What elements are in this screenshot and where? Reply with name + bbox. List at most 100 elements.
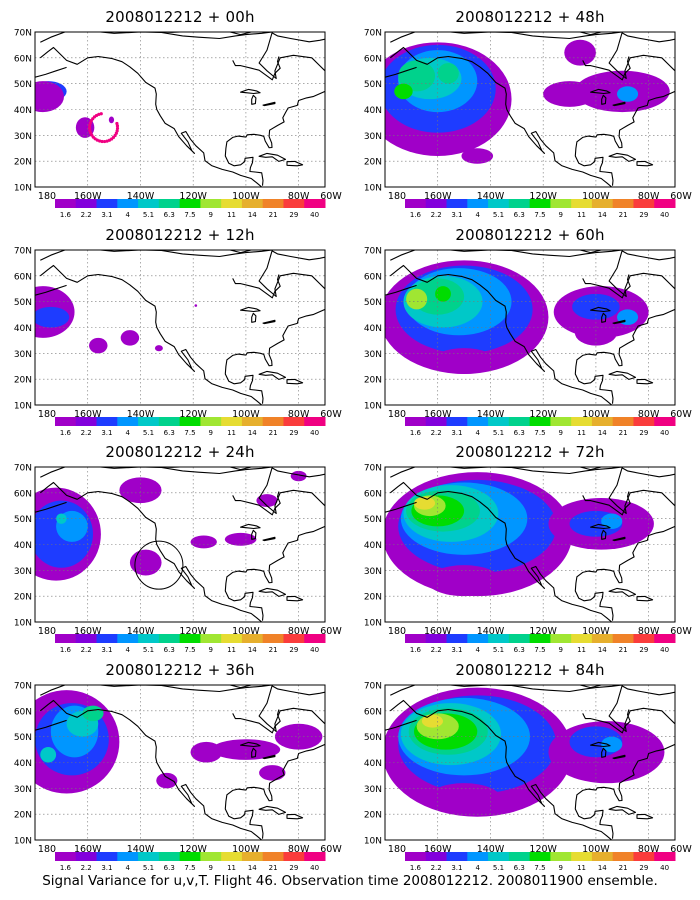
lon-label: 180	[38, 409, 56, 420]
colorbar-swatch	[221, 634, 243, 643]
colorbar-swatch	[55, 634, 77, 643]
colorbar-swatch	[425, 634, 448, 643]
coastline	[39, 699, 263, 840]
lat-label: 10N	[14, 619, 32, 629]
colorbar-label: 14	[598, 211, 607, 219]
lat-label: 30N	[364, 785, 382, 795]
colorbar-swatch	[158, 634, 181, 643]
map-border	[34, 684, 326, 841]
map-border	[34, 31, 326, 188]
coastline	[601, 747, 607, 758]
gridlines	[35, 467, 325, 622]
colorbar-swatch	[550, 417, 572, 426]
panel-title: 2008012212 + 00h	[105, 8, 255, 26]
lat-label: 40N	[364, 759, 382, 769]
colorbar-swatch	[283, 199, 305, 208]
colorbar-label: 40	[310, 864, 319, 872]
colorbar-swatch	[571, 199, 593, 208]
coastline	[224, 743, 325, 839]
variance-shading	[385, 260, 649, 374]
lon-label: 140W	[127, 409, 155, 420]
variance-contour	[56, 513, 67, 524]
colorbar-label: 11	[227, 211, 236, 219]
lat-label: 10N	[14, 402, 32, 412]
colorbar-label: 21	[269, 429, 278, 437]
colorbar-label: 7.5	[534, 864, 545, 872]
colorbar-swatch	[75, 852, 98, 861]
coastline	[389, 264, 613, 405]
map-border	[34, 466, 326, 623]
variance-contour	[194, 304, 198, 307]
map-panel-60h: 2008012212 + 60h 70N 60N 50N 40N 30N 20N 10N 18…	[350, 226, 695, 444]
colorbar-swatch	[654, 634, 676, 643]
colorbar-swatch	[529, 417, 551, 426]
colorbar-label: 11	[227, 646, 236, 654]
colorbar-label: 11	[227, 864, 236, 872]
map-frame: 70N 60N 50N 40N 30N 20N 10N 180 160W 140W 120W 100W…	[14, 464, 343, 655]
gridlines	[385, 250, 675, 405]
colorbar-swatch	[96, 634, 118, 643]
colorbar-label: 5.1	[143, 646, 154, 654]
lat-label: 10N	[14, 837, 32, 847]
lat-label: 50N	[364, 298, 382, 308]
colorbar-swatch	[179, 417, 201, 426]
colorbar-label: 2.2	[81, 429, 92, 437]
lon-label: 60W	[320, 409, 342, 420]
lat-label: 70N	[364, 247, 382, 257]
coastline	[622, 250, 675, 261]
colorbar-label: 11	[227, 429, 236, 437]
coastline	[229, 685, 252, 689]
colorbar-label: 5.1	[493, 429, 504, 437]
colorbar-swatch	[446, 199, 468, 208]
map-frame: 70N 60N 50N 40N 30N 20N 10N 180 160W 140W 120W 100W…	[364, 29, 693, 220]
lon-label: 180	[388, 844, 406, 855]
colorbar-label: 1.6	[410, 646, 422, 654]
colorbar-swatch	[612, 199, 634, 208]
lon-label: 100W	[232, 191, 260, 202]
variance-shading	[385, 39, 670, 164]
panel-title: 2008012212 + 84h	[455, 661, 605, 679]
colorbar-swatch	[529, 199, 551, 208]
coastline	[636, 378, 654, 385]
colorbar-swatch	[405, 417, 427, 426]
colorbar-swatch	[75, 199, 98, 208]
colorbar-swatch	[262, 852, 284, 861]
lat-label: 50N	[14, 515, 32, 525]
lat-label: 30N	[14, 132, 32, 142]
colorbar-label: 3.1	[451, 429, 462, 437]
lon-label: 100W	[232, 409, 260, 420]
lon-label: 160W	[424, 844, 452, 855]
lat-label: 30N	[364, 350, 382, 360]
gridlines	[385, 467, 675, 622]
colorbar-swatch	[571, 852, 593, 861]
coastline	[240, 88, 261, 95]
colorbar-swatch	[304, 199, 326, 208]
observation-point	[99, 112, 103, 116]
colorbar-swatch	[179, 852, 201, 861]
coastline	[636, 595, 654, 602]
colorbar-swatch	[158, 417, 181, 426]
variance-contour	[224, 532, 257, 546]
lon-label: 60W	[320, 844, 342, 855]
colorbar-swatch	[446, 634, 468, 643]
coastline	[608, 250, 675, 298]
colorbar-label: 11	[577, 864, 586, 872]
gridlines	[385, 685, 675, 840]
colorbar-swatch	[241, 199, 264, 208]
map-frame: 70N 60N 50N 40N 30N 20N 10N 180 160W 140W 120W 100W…	[14, 247, 343, 438]
colorbar-label: 14	[248, 429, 257, 437]
lon-label: 180	[38, 191, 56, 202]
colorbar-swatch	[117, 199, 139, 208]
variance-contour	[35, 81, 64, 113]
coastline	[390, 467, 623, 478]
coastline	[389, 481, 613, 622]
colorbar-label: 14	[598, 864, 607, 872]
variance-contour	[259, 765, 286, 781]
coastline	[224, 525, 325, 621]
coastline	[582, 274, 631, 299]
lat-label: 60N	[364, 54, 382, 64]
coastlines	[385, 467, 675, 622]
lon-label: 160W	[74, 409, 102, 420]
colorbar-swatch	[158, 199, 181, 208]
coastline	[258, 370, 287, 380]
